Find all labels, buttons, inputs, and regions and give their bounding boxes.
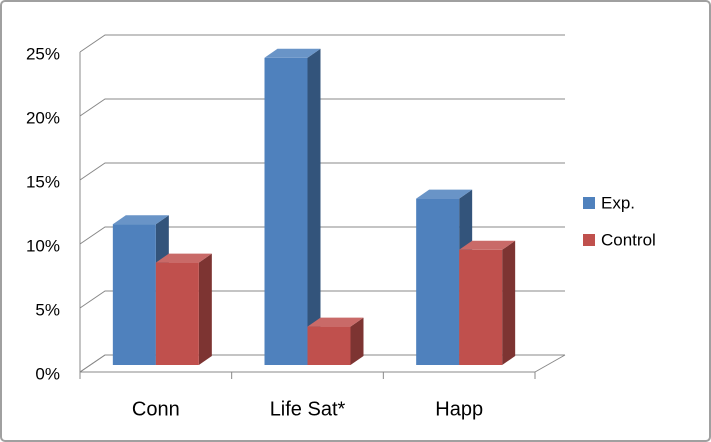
bar-top (307, 317, 364, 327)
bar (155, 262, 199, 365)
floor-right-edge (534, 354, 566, 373)
bar (112, 224, 156, 365)
legend-swatch (583, 234, 595, 246)
grid-line (79, 226, 565, 245)
bar-side (502, 240, 516, 365)
bar-top (416, 189, 473, 199)
bar-top (264, 48, 321, 58)
legend-label: Control (601, 230, 656, 249)
y-tick-label: 0% (35, 364, 60, 383)
grid-line (79, 354, 565, 373)
bar (459, 249, 503, 365)
bar (264, 57, 308, 366)
bar-side (307, 48, 321, 366)
legend-label: Exp. (601, 193, 635, 212)
x-tick-label: Conn (132, 398, 180, 420)
grid-line (79, 162, 565, 181)
grid-line (79, 290, 565, 309)
bar (416, 198, 460, 365)
x-tick-label: Life Sat* (270, 398, 346, 420)
x-tick-label: Happ (435, 398, 483, 420)
grid-line (79, 98, 565, 117)
bar-top (459, 240, 516, 250)
bar-side (350, 317, 364, 365)
bar (307, 326, 351, 365)
bar-side (198, 253, 212, 365)
legend-swatch (583, 197, 595, 209)
y-tick-label: 5% (35, 300, 60, 319)
y-tick-label: 10% (26, 236, 60, 255)
grid-line (79, 34, 565, 53)
y-tick-label: 20% (26, 108, 60, 127)
bar-top (112, 215, 169, 225)
bar-top (155, 253, 212, 263)
y-tick-label: 25% (26, 44, 60, 63)
y-tick-label: 15% (26, 172, 60, 191)
